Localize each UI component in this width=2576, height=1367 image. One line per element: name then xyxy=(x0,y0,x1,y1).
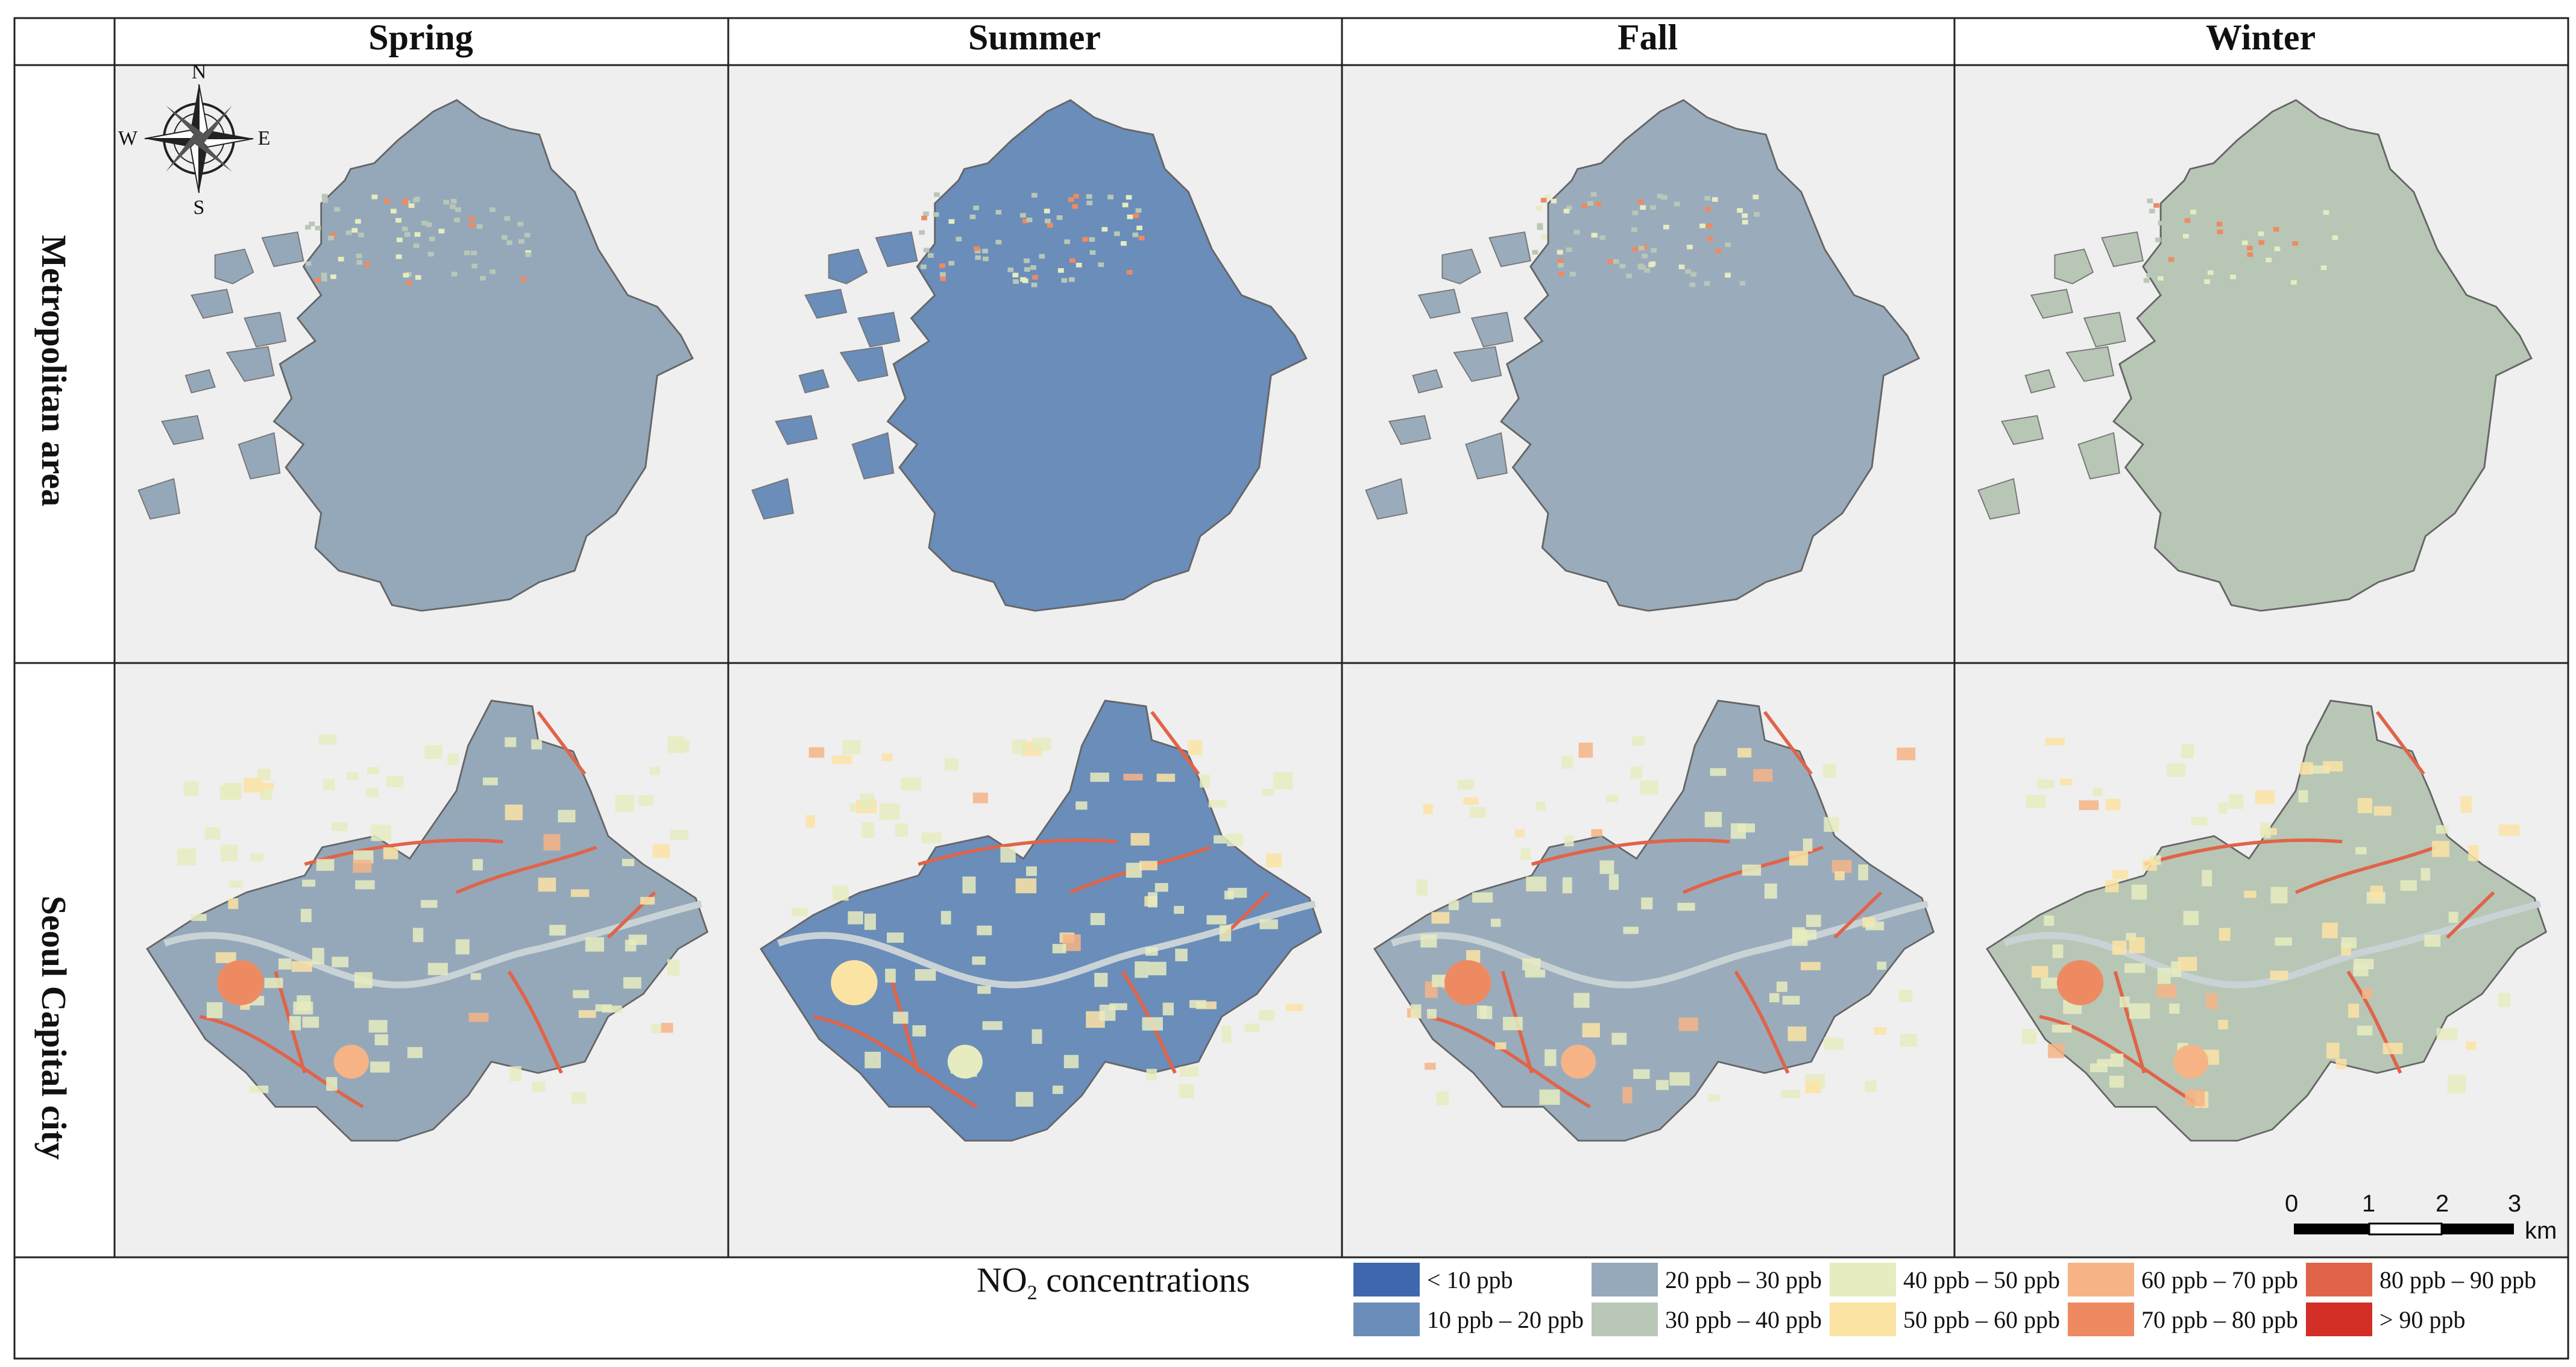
legend-label: 30 ppb – 40 ppb xyxy=(1665,1306,1822,1333)
scale-tick-0: 0 xyxy=(2285,1190,2299,1217)
legend-swatch xyxy=(1830,1303,1896,1336)
season-header-fall: Fall xyxy=(1617,17,1678,57)
metropolitan-map-summer xyxy=(751,99,1308,612)
legend-label: 40 ppb – 50 ppb xyxy=(1903,1266,2060,1293)
legend-swatch xyxy=(1592,1263,1658,1296)
seoul-map-summer xyxy=(760,699,1323,1142)
legend-swatch xyxy=(2068,1303,2134,1336)
legend-label: 60 ppb – 70 ppb xyxy=(2141,1266,2298,1293)
legend-swatch xyxy=(1353,1303,1420,1336)
legend-swatch xyxy=(2306,1303,2372,1336)
scale-bar xyxy=(2294,1222,2514,1236)
legend-swatch xyxy=(1830,1263,1896,1296)
compass-label-e: E xyxy=(258,127,271,149)
seoul-map-winter xyxy=(1986,699,2548,1142)
legend-title: NO2 concentrations xyxy=(977,1260,1250,1304)
scale-tick-1: 1 xyxy=(2362,1190,2376,1217)
legend-item: 30 ppb – 40 ppb xyxy=(1592,1303,1822,1336)
legend-item: 80 ppb – 90 ppb xyxy=(2306,1263,2536,1296)
legend-label: 50 ppb – 60 ppb xyxy=(1903,1306,2060,1333)
row-label-metropolitan: Metropolitan area xyxy=(34,234,74,507)
compass-label-w: W xyxy=(118,127,138,149)
legend-item: 60 ppb – 70 ppb xyxy=(2068,1263,2298,1296)
legend-label: 20 ppb – 30 ppb xyxy=(1665,1266,1822,1293)
season-header-winter: Winter xyxy=(2205,17,2316,57)
legend-item: 50 ppb – 60 ppb xyxy=(1830,1303,2060,1336)
season-header-spring: Spring xyxy=(368,17,473,57)
legend-label: < 10 ppb xyxy=(1427,1266,1513,1293)
legend-label: 80 ppb – 90 ppb xyxy=(2379,1266,2536,1293)
legend-item: 70 ppb – 80 ppb xyxy=(2068,1303,2298,1336)
legend-item: > 90 ppb xyxy=(2306,1303,2466,1336)
legend-item: < 10 ppb xyxy=(1353,1263,1513,1296)
figure-border xyxy=(13,17,2569,1360)
legend-label: > 90 ppb xyxy=(2379,1306,2466,1333)
row-label-seoul: Seoul Capital city xyxy=(34,895,74,1160)
legend-swatch xyxy=(1592,1303,1658,1336)
legend-swatch xyxy=(2068,1263,2134,1296)
seoul-map-spring xyxy=(146,699,709,1142)
seoul-map-fall xyxy=(1373,699,1935,1142)
legend-item: 40 ppb – 50 ppb xyxy=(1830,1263,2060,1296)
scale-tick-3: 3 xyxy=(2508,1190,2522,1217)
compass-rose-icon: N S E W xyxy=(118,61,270,219)
scale-unit: km xyxy=(2525,1218,2557,1244)
compass-label-n: N xyxy=(192,61,207,83)
legend-label: 10 ppb – 20 ppb xyxy=(1427,1306,1584,1333)
metropolitan-map-winter xyxy=(1977,99,2533,612)
season-header-summer: Summer xyxy=(968,17,1101,57)
legend-swatch xyxy=(1353,1263,1420,1296)
metropolitan-map-spring xyxy=(137,99,694,612)
compass-label-s: S xyxy=(194,196,205,219)
legend-swatch xyxy=(2306,1263,2372,1296)
metropolitan-map-fall xyxy=(1365,99,1920,612)
legend-item: 10 ppb – 20 ppb xyxy=(1353,1303,1584,1336)
scale-tick-2: 2 xyxy=(2436,1190,2449,1217)
legend-item: 20 ppb – 30 ppb xyxy=(1592,1263,1822,1296)
legend-label: 70 ppb – 80 ppb xyxy=(2141,1306,2298,1333)
